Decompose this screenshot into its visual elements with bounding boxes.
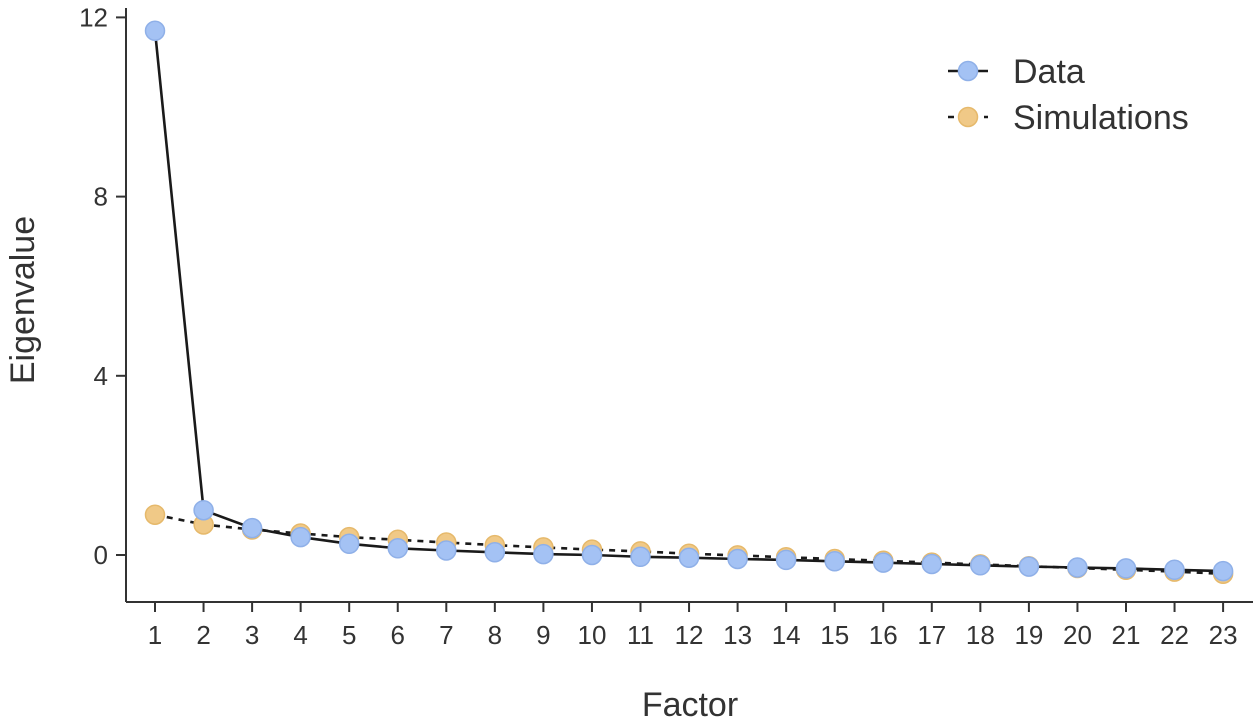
data-point-simulations — [144, 504, 166, 525]
y-axis-title: Eigenvalue — [4, 216, 42, 384]
data-point-data — [873, 552, 894, 573]
data-point-data — [436, 540, 457, 561]
y-tick-label: 0 — [94, 540, 108, 570]
x-tick-label: 20 — [1063, 620, 1092, 650]
x-tick-label: 9 — [536, 620, 550, 650]
x-tick-label: 13 — [723, 620, 752, 650]
y-tick-label: 8 — [94, 182, 108, 212]
data-point-data — [1067, 557, 1088, 578]
x-tick-label: 11 — [627, 620, 654, 650]
x-tick-label: 22 — [1160, 620, 1189, 650]
data-point-data — [387, 538, 409, 559]
data-point-data — [1212, 560, 1234, 582]
series-points — [144, 20, 1234, 585]
x-tick-label: 8 — [488, 620, 502, 650]
data-point-data — [1115, 558, 1137, 579]
x-tick-label: 10 — [577, 620, 606, 650]
data-point-data — [921, 553, 943, 575]
axes — [125, 8, 1253, 603]
data-point-data — [970, 555, 991, 576]
x-tick-label: 15 — [820, 620, 849, 650]
x-tick-label: 16 — [869, 620, 898, 650]
legend-marker-data — [957, 60, 979, 82]
x-tick-label: 14 — [772, 620, 801, 650]
data-point-data — [824, 551, 845, 572]
x-tick-label: 7 — [439, 620, 453, 650]
x-tick-label: 12 — [675, 620, 704, 650]
x-tick-label: 4 — [293, 620, 307, 650]
x-tick-label: 23 — [1209, 620, 1238, 650]
x-tick-label: 2 — [196, 620, 210, 650]
x-tick-label: 5 — [342, 620, 356, 650]
data-point-data — [484, 542, 506, 563]
data-point-data — [581, 544, 603, 566]
data-point-data — [241, 517, 263, 539]
x-axis-title: Factor — [642, 686, 738, 723]
y-ticks: 0 4 8 12 — [79, 2, 126, 570]
data-point-data — [630, 546, 651, 568]
series-line-simulations — [154, 513, 1224, 576]
data-point-data — [290, 526, 311, 548]
x-tick-label: 6 — [391, 620, 405, 650]
y-tick-label: 4 — [94, 361, 108, 391]
legend: Data Simulations — [948, 53, 1189, 137]
data-point-data — [1018, 556, 1040, 577]
data-point-data — [678, 547, 700, 568]
data-point-data — [1164, 559, 1185, 581]
data-point-data — [533, 543, 554, 565]
legend-marker-simulations — [957, 106, 979, 128]
data-point-data — [193, 499, 214, 521]
data-point-data — [338, 533, 360, 555]
x-tick-label: 17 — [917, 620, 946, 650]
x-tick-label: 3 — [245, 620, 259, 650]
x-tick-label: 1 — [148, 620, 162, 650]
x-tick-label: 19 — [1014, 620, 1043, 650]
legend-label-data: Data — [1013, 53, 1085, 91]
data-point-data — [775, 549, 797, 571]
x-tick-label: 21 — [1112, 620, 1141, 650]
data-point-data — [727, 548, 748, 570]
x-ticks: 1 2 3 4 5 6 7 8 9 10 11 12 13 14 15 16 17 18 19 20 21 22 23 — [148, 602, 1238, 650]
y-tick-label: 12 — [79, 2, 108, 32]
legend-label-simulations: Simulations — [1013, 99, 1189, 137]
x-tick-label: 18 — [966, 620, 995, 650]
data-point-data — [144, 20, 166, 42]
